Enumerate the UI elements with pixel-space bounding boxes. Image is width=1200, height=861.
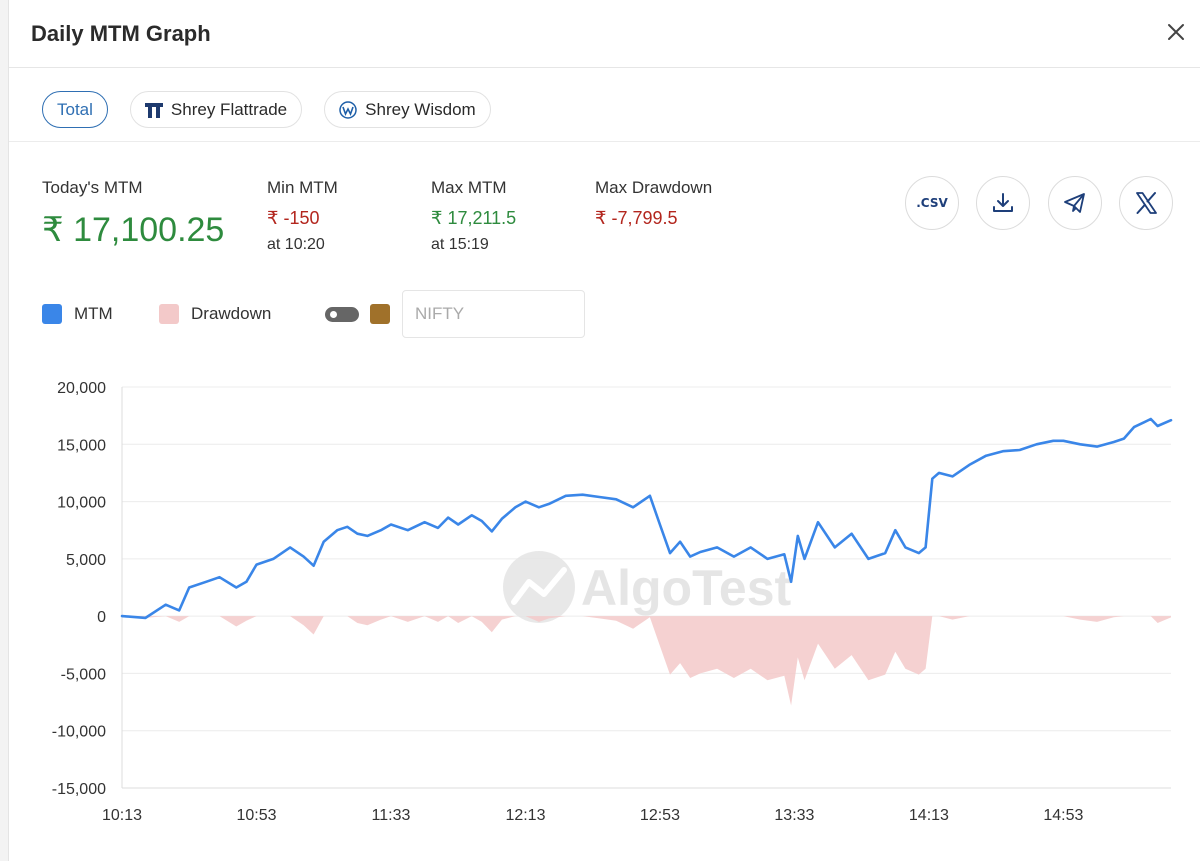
min-mtm-value: ₹ -150 <box>267 208 320 228</box>
close-icon[interactable] <box>1164 20 1188 44</box>
watermark-text: AlgoTest <box>581 560 792 616</box>
stat-max-drawdown: Max Drawdown ₹ -7,799.5 <box>595 178 712 229</box>
legend-mtm-label: MTM <box>74 304 113 323</box>
y-tick-label: 15,000 <box>57 437 106 454</box>
legend-drawdown-label: Drawdown <box>191 304 272 323</box>
x-tick-label: 10:53 <box>236 807 276 824</box>
x-tick-label: 12:13 <box>505 807 545 824</box>
max-drawdown-label: Max Drawdown <box>595 178 713 197</box>
telegram-share-button[interactable] <box>1048 176 1102 230</box>
mtm-line <box>120 417 1173 620</box>
y-tick-label: -15,000 <box>52 781 106 798</box>
max-mtm-value: ₹ 17,211.5 <box>431 208 517 228</box>
chart-series <box>120 417 1173 706</box>
tab-total-label: Total <box>57 99 93 119</box>
mtm-graph-modal: Daily MTM Graph Total Shrey Flattrade <box>8 0 1200 861</box>
download-icon <box>993 193 1013 212</box>
tab-total[interactable]: Total <box>42 91 108 128</box>
y-tick-label: 20,000 <box>57 380 106 397</box>
min-mtm-label: Min MTM <box>267 178 338 197</box>
nifty-symbol-input[interactable] <box>402 290 585 338</box>
chart-grid <box>121 386 1171 789</box>
y-tick-label: -5,000 <box>61 666 106 683</box>
today-mtm-label: Today's MTM <box>42 178 143 197</box>
divider <box>9 141 1200 142</box>
account-tabs: Total Shrey Flattrade Shrey Wisdom <box>42 91 491 128</box>
x-tick-label: 14:13 <box>909 807 949 824</box>
min-mtm-time: at 10:20 <box>267 236 325 253</box>
mtm-swatch <box>42 304 62 324</box>
y-tick-label: 10,000 <box>57 495 106 512</box>
x-axis-ticks: 10:13 10:53 11:33 12:13 12:53 13:33 14:13 14:53 <box>102 807 1084 824</box>
x-tick-label: 12:53 <box>640 807 680 824</box>
x-share-button[interactable] <box>1119 176 1173 230</box>
wisdom-logo-icon <box>339 100 357 119</box>
x-logo-icon <box>1136 192 1157 214</box>
modal-header: Daily MTM Graph <box>9 0 1200 68</box>
y-tick-label: -10,000 <box>52 724 106 741</box>
modal-title: Daily MTM Graph <box>31 21 211 46</box>
max-drawdown-value: ₹ -7,799.5 <box>595 208 678 228</box>
today-mtm-value: ₹ 17,100.25 <box>42 211 225 249</box>
legend-item-mtm[interactable]: MTM <box>42 304 113 324</box>
drawdown-swatch <box>159 304 179 324</box>
tab-shrey-wisdom-label: Shrey Wisdom <box>365 99 476 119</box>
x-tick-label: 13:33 <box>774 807 814 824</box>
max-mtm-label: Max MTM <box>431 178 507 197</box>
drawdown-area <box>122 616 1171 706</box>
flattrade-logo-icon <box>144 101 163 119</box>
y-tick-label: 5,000 <box>66 552 106 569</box>
nifty-color-swatch[interactable] <box>370 304 390 324</box>
y-axis-ticks: 20,000 15,000 10,000 5,000 0 -5,000 -10,000 -15… <box>52 380 106 798</box>
x-tick-label: 11:33 <box>372 807 411 824</box>
x-tick-label: 14:53 <box>1043 807 1083 824</box>
nifty-toggle[interactable] <box>325 307 359 322</box>
toggle-knob <box>330 311 337 318</box>
csv-export-button[interactable]: .CSV <box>905 176 959 230</box>
stat-today-mtm: Today's MTM ₹ 17,100.25 <box>42 178 224 250</box>
chart-legend: MTM Drawdown <box>42 290 602 338</box>
legend-item-drawdown[interactable]: Drawdown <box>159 304 271 324</box>
tab-shrey-flattrade[interactable]: Shrey Flattrade <box>129 91 303 128</box>
max-mtm-time: at 15:19 <box>431 236 489 253</box>
tab-shrey-flattrade-label: Shrey Flattrade <box>170 99 288 119</box>
mtm-chart: AlgoTest 20,000 15,000 10,000 5,000 0 -5,000 -… <box>52 380 1173 824</box>
algotest-watermark: AlgoTest <box>503 551 792 623</box>
stat-min-mtm: Min MTM ₹ -150 at 10:20 <box>267 178 338 254</box>
tab-shrey-wisdom[interactable]: Shrey Wisdom <box>324 91 491 128</box>
stat-max-mtm: Max MTM ₹ 17,211.5 at 15:19 <box>431 178 516 254</box>
x-tick-label: 10:13 <box>102 807 142 824</box>
telegram-icon <box>1064 193 1085 213</box>
download-button[interactable] <box>976 176 1030 230</box>
y-tick-label: 0 <box>97 609 106 626</box>
csv-icon: .CSV <box>916 196 948 210</box>
